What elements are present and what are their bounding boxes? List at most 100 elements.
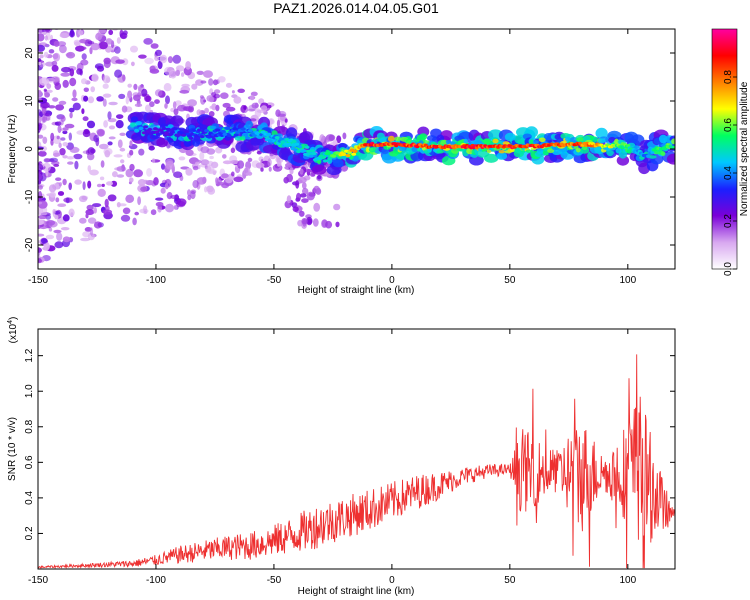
spectrogram-noise-blob (204, 107, 210, 114)
spectrogram-noise-blob (164, 66, 174, 76)
spectrogram-noise-blob (137, 179, 146, 186)
spectrogram-noise-blob (38, 109, 42, 118)
spectrogram-noise-blob (82, 130, 91, 138)
spectrogram-noise-blob (53, 229, 61, 234)
colorbar-tick-label: 0.4 (723, 166, 734, 180)
spectrogram-noise-blob (192, 165, 199, 171)
spectrogram-ridge-core (297, 145, 303, 149)
spectrogram-noise-blob (78, 16, 81, 20)
spectrogram-ridge-blob (492, 138, 499, 144)
spectrogram-noise-blob (132, 217, 137, 226)
spectrogram-noise-blob (75, 10, 82, 14)
spectrogram-noise-blob (220, 92, 229, 99)
spectrogram-noise-blob (58, 142, 62, 149)
spectrogram-noise-blob (50, 4, 59, 9)
spectrogram-noise-blob (62, 155, 68, 159)
spectrogram-noise-blob (222, 154, 227, 159)
spectrogram-noise-blob (37, 20, 45, 27)
spectrogram-noise-blob (277, 162, 281, 167)
spectrogram-ridge-blob (666, 153, 675, 165)
snr-exponent-label: (x104) (7, 317, 19, 344)
colorbar-gradient (712, 29, 737, 269)
spectrogram-noise-blob (302, 182, 307, 190)
x-tick-label: -100 (146, 575, 166, 586)
spectrogram-noise-blob (103, 120, 108, 128)
spectrogram-ridge-blob (338, 142, 348, 149)
spectrogram-ridge-core (233, 133, 239, 137)
spectrogram-noise-blob (268, 104, 272, 109)
spectrogram-ridge-blob (576, 147, 581, 153)
spectrogram-noise-blob (38, 191, 43, 200)
spectrogram-noise-blob (100, 160, 105, 168)
spectrogram-noise-blob (38, 134, 44, 139)
spectrogram-noise-blob (313, 185, 321, 194)
spectrogram-noise-blob (247, 108, 256, 112)
spectrogram-y-ticks: -20 -10 0 10 20 (24, 47, 675, 252)
spectrogram-noise-blob (74, 179, 82, 185)
spectrogram-noise-blob (56, 135, 60, 140)
spectrogram-noise-blob (125, 194, 135, 203)
spectrogram-ridge-blob (138, 126, 144, 131)
spectrogram-noise-blob (44, 35, 48, 41)
spectrogram-noise-blob (52, 53, 59, 60)
spectrogram-noise-blob (138, 54, 147, 59)
spectrogram-noise-blob (115, 59, 125, 64)
spectrogram-ridge-core (165, 127, 171, 131)
spectrogram-ridge-core (303, 152, 308, 156)
spectrogram-noise-blob (61, 66, 71, 73)
colorbar-tick-label: 0.6 (723, 118, 734, 132)
spectrogram-noise-blob (267, 158, 272, 167)
x-tick-label: 50 (504, 575, 516, 586)
spectrogram-noise-blob (118, 93, 126, 99)
spectrogram-noise-blob (209, 96, 215, 103)
spectrogram-ridge-core (254, 131, 260, 135)
spectrogram-noise-blob (57, 191, 65, 196)
spectrogram-noise-blob (112, 29, 119, 31)
spectrogram-noise-blob (125, 168, 134, 178)
spectrogram-ridge-blob (450, 141, 456, 146)
spectrogram-noise-blob (90, 42, 100, 51)
spectrogram-noise-blob (57, 125, 62, 134)
spectrogram-noise-blob (173, 205, 178, 210)
spectrogram-noise-blob (55, 177, 62, 181)
spectrogram-noise-blob (81, 19, 88, 23)
spectrogram-noise-blob (231, 171, 235, 177)
spectrogram-ridge-blob (525, 149, 534, 153)
spectrogram-noise-blob (164, 182, 169, 190)
spectrogram-noise-blob (225, 177, 233, 184)
colorbar-ticks: 0.0 0.2 0.4 0.6 0.8 (723, 70, 737, 276)
y-tick-label: 10 (24, 95, 35, 107)
spectrogram-noise-blob (256, 150, 262, 155)
spectrogram-ridge-core (294, 142, 300, 146)
spectrogram-noise-blob (237, 88, 245, 94)
spectrogram-noise-blob (55, 197, 60, 203)
spectrogram-noise-blob (45, 219, 56, 226)
spectrogram-ridge-blob (156, 137, 168, 148)
spectrogram-ridge-core (352, 149, 358, 153)
spectrogram-noise-blob (87, 96, 95, 104)
spectrogram-ridge-core (247, 129, 253, 133)
spectrogram-noise-blob (89, 227, 94, 236)
spectrogram-ridge-core (351, 152, 357, 156)
spectrogram-ridge-blob (255, 138, 265, 146)
spectrogram-noise-blob (35, 9, 43, 13)
spectrogram-noise-blob (125, 96, 129, 105)
spectrogram-noise-blob (64, 123, 75, 129)
spectrogram-noise-blob (45, 9, 53, 15)
snr-x-label: Height of straight line (km) (298, 586, 415, 597)
spectrogram-noise-blob (116, 174, 125, 178)
spectrogram-noise-blob (179, 89, 190, 94)
spectrogram-noise-blob (296, 192, 301, 202)
spectrogram-noise-blob (178, 156, 186, 161)
spectrogram-noise-blob (93, 221, 102, 229)
spectrogram-noise-blob (121, 58, 129, 66)
spectrogram-noise-blob (196, 177, 207, 185)
spectrogram-noise-blob (119, 32, 128, 40)
spectrogram-noise-blob (91, 73, 99, 83)
spectrogram-noise-blob (203, 70, 213, 78)
y-tick-label: -10 (24, 189, 35, 204)
spectrogram-noise-blob (251, 102, 259, 109)
spectrogram-noise-blob (121, 105, 128, 113)
spectrogram-noise-blob (83, 95, 89, 102)
